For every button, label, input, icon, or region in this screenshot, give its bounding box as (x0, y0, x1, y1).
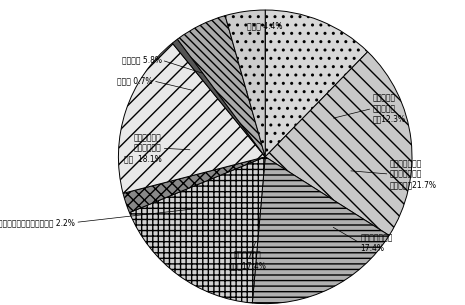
Wedge shape (178, 16, 265, 157)
Text: 働く場があるか
17.4%: 働く場があるか 17.4% (360, 233, 392, 253)
Text: 特になし 5.8%: 特になし 5.8% (121, 56, 162, 65)
Wedge shape (123, 157, 265, 213)
Text: 一緒に暮ら
す家族がい
るか12.3%: 一緒に暮ら す家族がい るか12.3% (372, 94, 405, 123)
Text: 趣味や生きがいをもてるか 2.2%: 趣味や生きがいをもてるか 2.2% (0, 218, 75, 227)
Text: その他 0.7%: その他 0.7% (118, 76, 153, 85)
Wedge shape (119, 43, 265, 193)
Text: 身の回りの世話
等をしてくれる
人がいるか21.7%: 身の回りの世話 等をしてくれる 人がいるか21.7% (390, 159, 437, 189)
Text: 十分なお金が
あるか17.4%: 十分なお金が あるか17.4% (229, 251, 267, 270)
Wedge shape (225, 10, 265, 157)
Wedge shape (252, 157, 389, 303)
Wedge shape (265, 10, 368, 157)
Wedge shape (265, 52, 412, 235)
Text: 無回答 4.4%: 無回答 4.4% (247, 21, 283, 30)
Wedge shape (173, 39, 265, 157)
Text: 高齢になった
ときの健康や
体力  18.1%: 高齢になった ときの健康や 体力 18.1% (124, 133, 162, 163)
Wedge shape (129, 157, 265, 303)
